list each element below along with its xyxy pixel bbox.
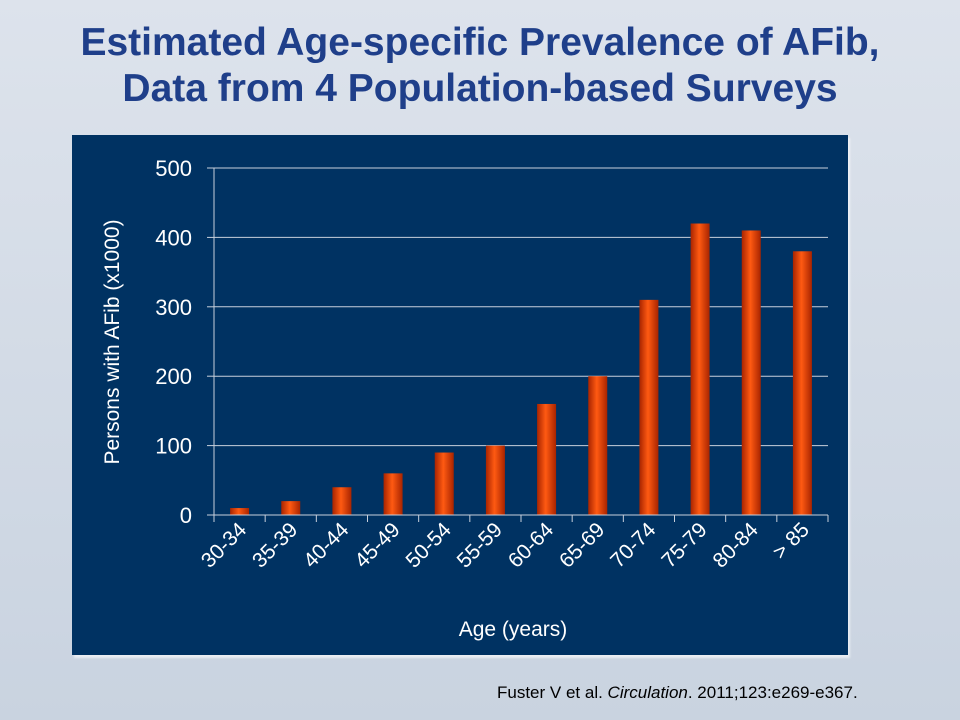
y-tick-label: 100 <box>155 434 192 459</box>
x-tick-label: > 85 <box>768 518 814 564</box>
bar-60-64 <box>537 403 557 515</box>
bar-chart: 0 100 200 300 400 500 30-3435-3940-4445-4950-5… <box>101 156 829 641</box>
bar-45-49 <box>383 473 403 515</box>
bar-50-54 <box>434 452 454 515</box>
x-tick-label: 65-69 <box>555 518 609 572</box>
bar-55-59 <box>485 445 505 515</box>
bar-85 <box>792 251 812 515</box>
bar-30-34 <box>230 508 250 515</box>
x-tick-label: 30-34 <box>197 518 251 572</box>
bar-80-84 <box>741 230 761 515</box>
x-axis-title: Age (years) <box>459 618 568 641</box>
citation-authors: Fuster V et al. <box>497 683 608 702</box>
x-tick-label: 70-74 <box>606 518 660 572</box>
citation: Fuster V et al. Circulation. 2011;123:e2… <box>497 683 858 703</box>
slide-title-line-1: Estimated Age-specific Prevalence of AFi… <box>80 21 880 64</box>
bar-35-39 <box>281 501 301 515</box>
slide-title: Estimated Age-specific Prevalence of AFi… <box>0 20 960 112</box>
y-tick-label: 400 <box>155 225 192 250</box>
y-tick-label: 300 <box>155 295 192 320</box>
x-tick-label: 45-49 <box>350 518 404 572</box>
y-tick-label: 200 <box>155 364 192 389</box>
x-tick-label: 35-39 <box>248 518 302 572</box>
slide-title-line-2: Data from 4 Population-based Surveys <box>122 67 838 110</box>
grid-lines <box>214 167 828 447</box>
bar-65-69 <box>588 376 608 515</box>
citation-details: . 2011;123:e269-e367. <box>687 683 858 702</box>
y-tick-label: 0 <box>180 503 192 528</box>
bar-40-44 <box>332 487 352 515</box>
x-tick-label: 60-64 <box>504 518 558 572</box>
x-tick-label: 80-84 <box>709 518 763 572</box>
axes <box>207 167 829 522</box>
bar-70-74 <box>639 299 659 515</box>
bars <box>230 223 812 515</box>
x-tick-label: 50-54 <box>402 518 456 572</box>
chart-panel: 0 100 200 300 400 500 30-34 35-39 40-44 45-49 50-5… <box>72 135 848 655</box>
x-tick-label: 40-44 <box>299 518 353 572</box>
citation-journal: Circulation <box>607 683 688 702</box>
y-tick-label: 500 <box>155 156 192 181</box>
x-tick-label: 55-59 <box>453 518 507 572</box>
x-tick-label: 75-79 <box>657 518 711 572</box>
bar-75-79 <box>690 223 710 515</box>
y-axis-title: Persons with AFib (x1000) <box>101 219 124 464</box>
